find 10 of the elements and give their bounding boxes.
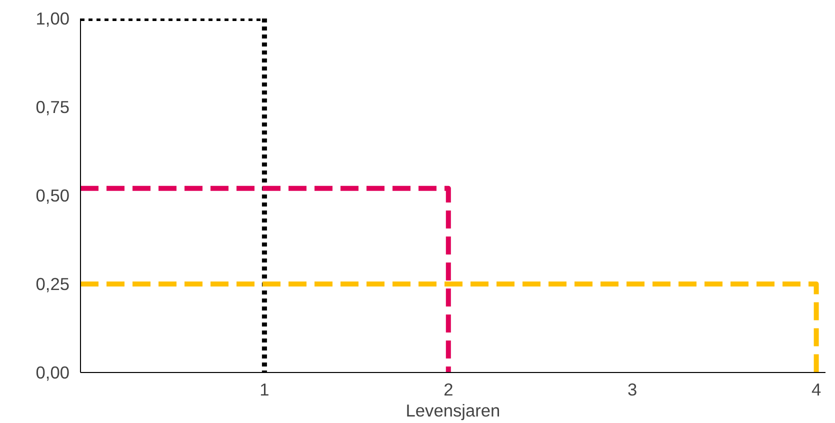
x-tick-label: 4: [811, 380, 822, 400]
y-tick-label: 0,50: [36, 186, 70, 206]
x-axis-title: Levensjaren: [406, 400, 500, 420]
y-tick-label: 0,25: [36, 274, 70, 294]
x-tick-label: 1: [260, 380, 270, 400]
y-tick-label: 1,00: [36, 8, 70, 28]
y-tick-label: 0,75: [36, 97, 70, 117]
y-tick-label: 0,00: [36, 362, 70, 382]
x-tick-label: 3: [628, 380, 638, 400]
x-tick-label: 2: [444, 380, 454, 400]
